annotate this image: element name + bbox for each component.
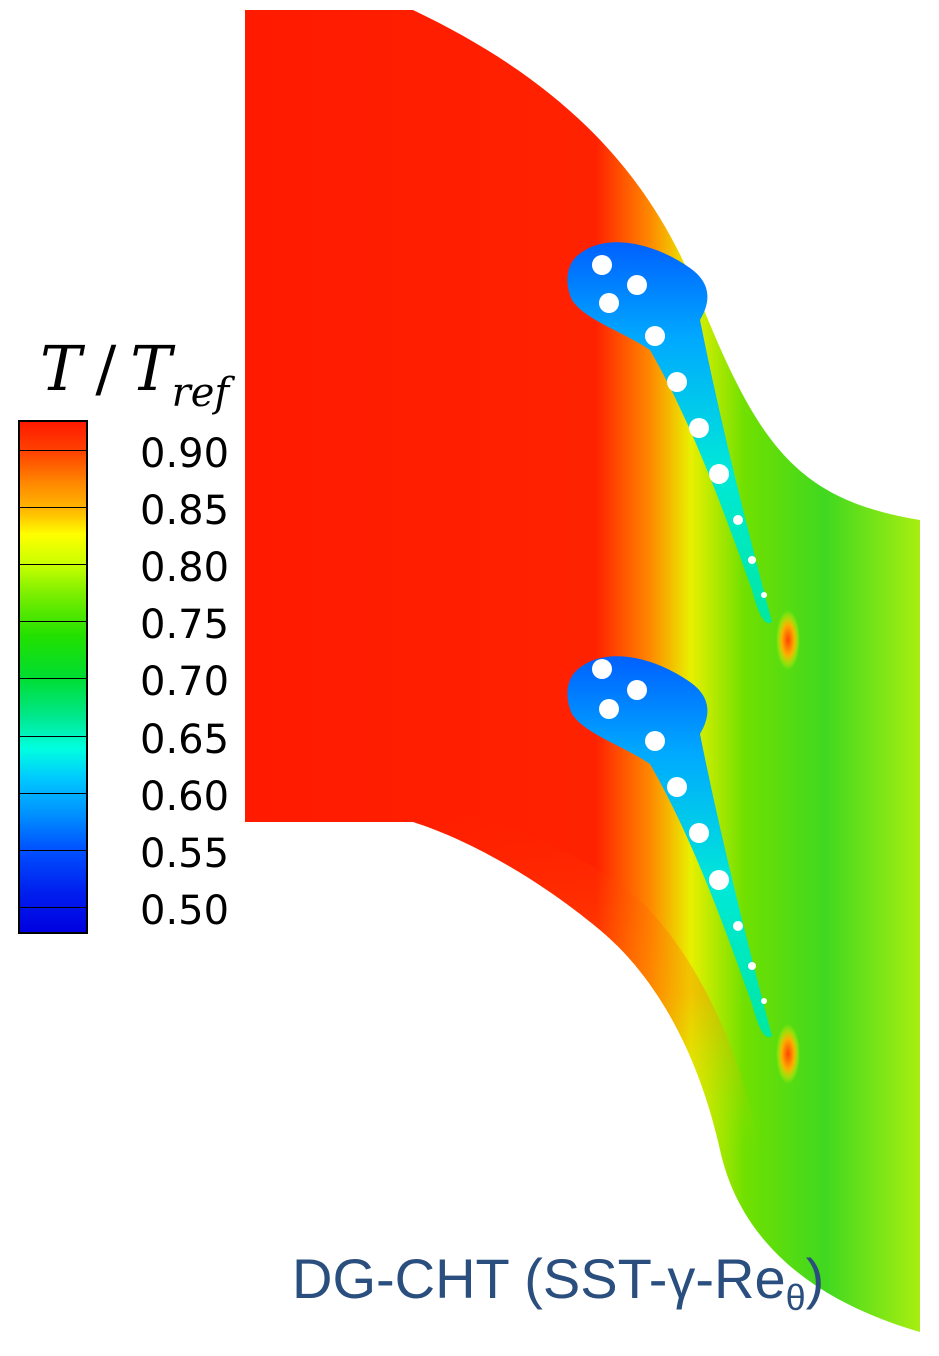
colorbar-tick <box>20 849 86 851</box>
colorbar-tick <box>20 678 86 680</box>
caption-close: ) <box>805 1247 825 1310</box>
cooling-hole <box>689 823 709 843</box>
cooling-hole <box>599 699 619 719</box>
upper-blade <box>567 242 800 670</box>
colorbar-tick <box>20 792 86 794</box>
colorbar-tick <box>20 450 86 451</box>
colorbar-tick-label: 0.80 <box>140 545 230 592</box>
cooling-hole <box>761 998 767 1004</box>
colorbar-tick-label: 0.55 <box>140 830 230 877</box>
caption-main: DG-CHT (SST-γ-Re <box>292 1247 786 1310</box>
cooling-hole <box>667 777 687 797</box>
legend-variable: T <box>40 332 82 405</box>
cooling-hole <box>592 255 612 275</box>
figure-caption: DG-CHT (SST-γ-Reθ) <box>292 1246 824 1319</box>
cooling-hole <box>645 731 665 751</box>
lower-cooling-holes <box>592 659 767 1004</box>
cooling-hole <box>599 293 619 313</box>
cooling-hole <box>748 556 756 564</box>
legend-reference: T <box>130 332 172 405</box>
colorbar <box>18 420 88 934</box>
colorbar-tick-label: 0.90 <box>140 431 230 477</box>
colorbar-tick <box>20 507 86 509</box>
lower-blade <box>567 656 800 1084</box>
colorbar-tick-label: 0.65 <box>140 716 230 763</box>
colorbar-tick-label: 0.50 <box>140 887 230 934</box>
colorbar-tick-label: 0.85 <box>140 488 230 535</box>
upper-cooling-holes <box>592 255 767 598</box>
legend-title: T / Tref <box>40 332 229 416</box>
cooling-hole <box>733 921 743 931</box>
cooling-hole <box>627 680 647 700</box>
caption-subscript: θ <box>785 1277 806 1318</box>
cooling-hole <box>667 372 687 392</box>
cooling-hole <box>627 275 647 295</box>
legend-separator: / <box>95 332 117 405</box>
cooling-hole <box>709 870 729 890</box>
lower-passage-band <box>413 800 760 1150</box>
cooling-hole <box>733 515 743 525</box>
colorbar-tick <box>20 564 86 566</box>
colorbar-tick-label: 0.60 <box>140 773 230 820</box>
cooling-hole <box>709 464 729 484</box>
cooling-hole <box>592 659 612 679</box>
colorbar-tick-label: 0.70 <box>140 659 230 706</box>
cooling-hole <box>748 962 756 970</box>
colorbar-tick <box>20 906 86 908</box>
legend-reference-subscript: ref <box>171 370 230 416</box>
cooling-hole <box>645 326 665 346</box>
cooling-hole <box>689 418 709 438</box>
colorbar-tick <box>20 621 86 623</box>
colorbar-tick-label: 0.75 <box>140 602 230 649</box>
cooling-hole <box>761 592 767 598</box>
colorbar-tick <box>20 735 86 737</box>
